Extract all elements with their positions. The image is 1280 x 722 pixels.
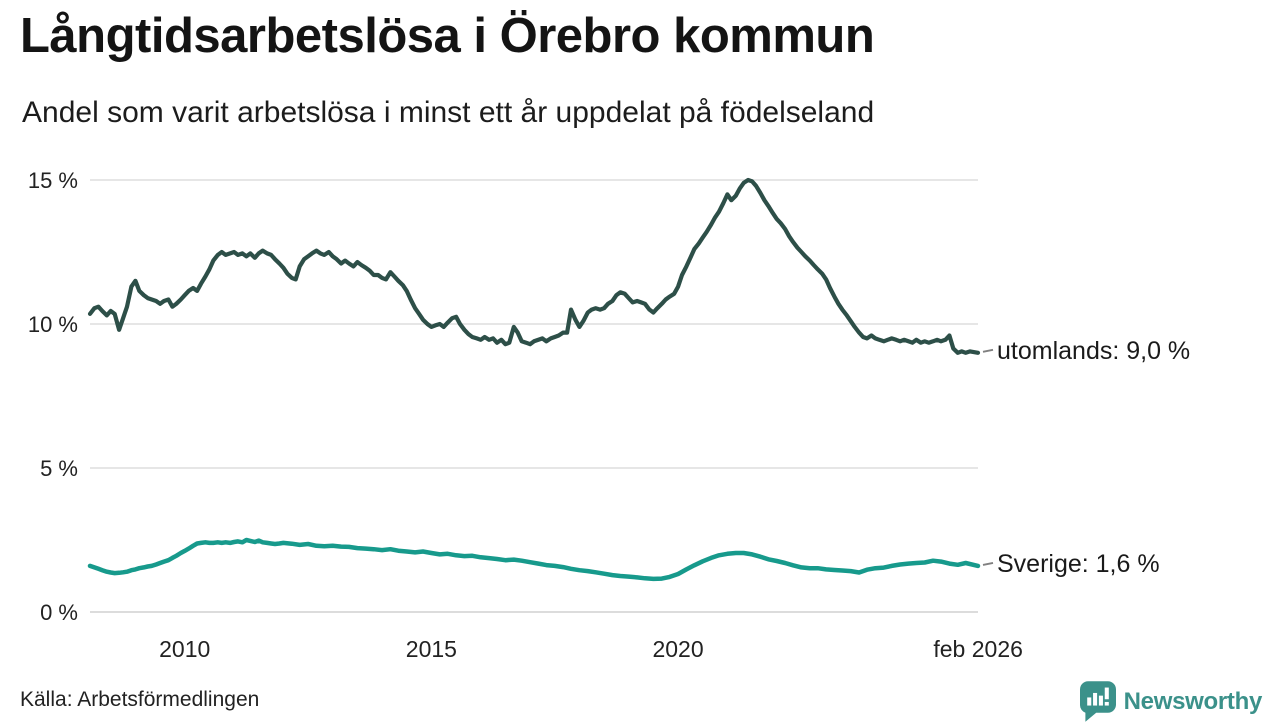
- svg-text:10 %: 10 %: [28, 312, 78, 337]
- svg-text:15 %: 15 %: [28, 168, 78, 193]
- label-connector-dashes: [982, 348, 994, 566]
- newsworthy-brand: Newsworthy: [1079, 681, 1263, 722]
- series-end-label-sverige: Sverige: 1,6 %: [997, 549, 1160, 578]
- series-end-label-utomlands: utomlands: 9,0 %: [997, 336, 1191, 365]
- y-axis-tick-labels: 0 % 5 % 10 % 15 %: [28, 168, 78, 625]
- page-title: Långtidsarbetslösa i Örebro kommun: [20, 9, 875, 63]
- svg-text:5 %: 5 %: [40, 456, 78, 481]
- svg-text:2020: 2020: [652, 636, 703, 662]
- svg-text:0 %: 0 %: [40, 600, 78, 625]
- page-subtitle: Andel som varit arbetslösa i minst ett å…: [22, 96, 875, 129]
- newsworthy-brand-name: Newsworthy: [1123, 687, 1263, 715]
- svg-text:2010: 2010: [159, 636, 210, 662]
- newsworthy-logo-icon: [1079, 681, 1116, 722]
- series-lines: [87, 177, 981, 582]
- x-axis-tick-labels: 2010 2015 2020 feb 2026: [159, 636, 1023, 662]
- svg-text:feb 2026: feb 2026: [933, 636, 1023, 662]
- source-caption: Källa: Arbetsförmedlingen: [20, 688, 260, 711]
- gridlines: [90, 179, 978, 613]
- svg-text:2015: 2015: [406, 636, 457, 662]
